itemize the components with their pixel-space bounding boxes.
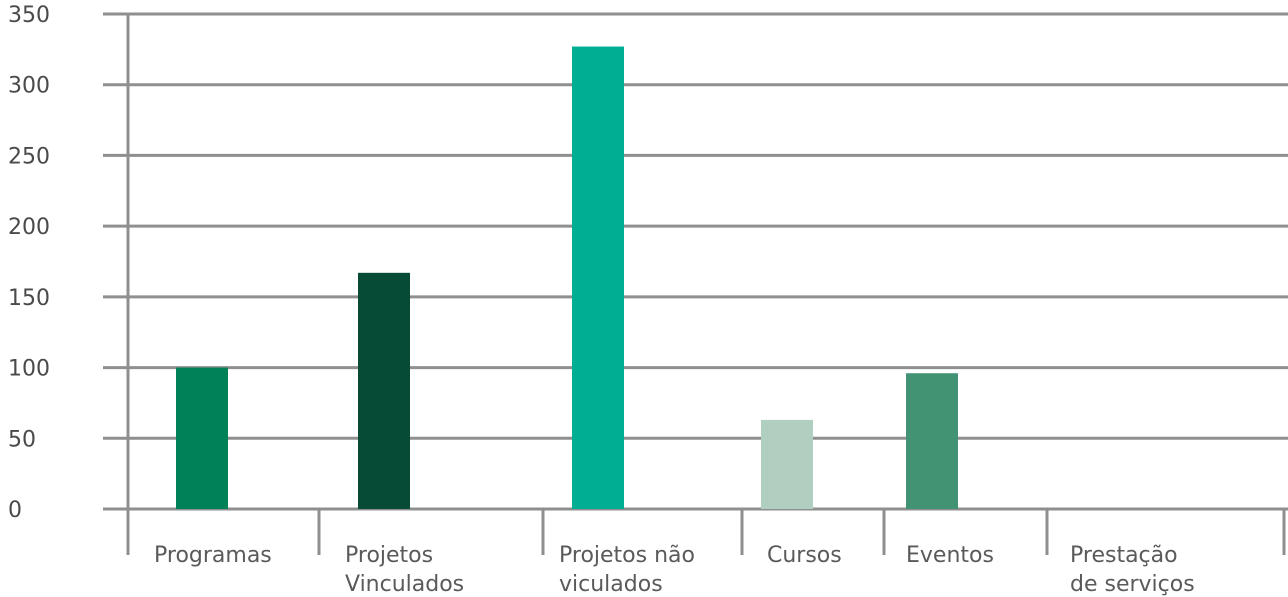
gridlines [103,12,1288,511]
x-tick-label: Projetos não viculados [559,543,695,597]
y-tick-label: 350 [8,3,50,28]
bar [358,272,410,509]
bar [761,419,813,509]
y-tick-label: 0 [8,498,22,523]
bar [906,373,958,509]
y-tick-label: 300 [8,74,50,99]
y-tick-label: 100 [8,357,50,382]
x-tick-label: Projetos Vinculados [345,543,464,597]
x-tick-label: Eventos [906,543,994,568]
y-tick-label: 250 [8,144,50,169]
bars [176,46,958,510]
x-tick-label: Prestação de serviços [1070,543,1195,597]
y-tick-label: 200 [8,215,50,240]
x-tick-label: Cursos [767,543,842,568]
y-tick-label: 150 [8,286,50,311]
bar [176,367,228,509]
bar [572,46,624,510]
x-axis: Programas Projetos Vinculados Projetos não v… [126,509,1286,597]
y-tick-label: 50 [8,427,36,452]
y-axis: 0 50 100 150 200 250 300 350 [8,3,130,523]
x-tick-label: Programas [154,543,272,568]
